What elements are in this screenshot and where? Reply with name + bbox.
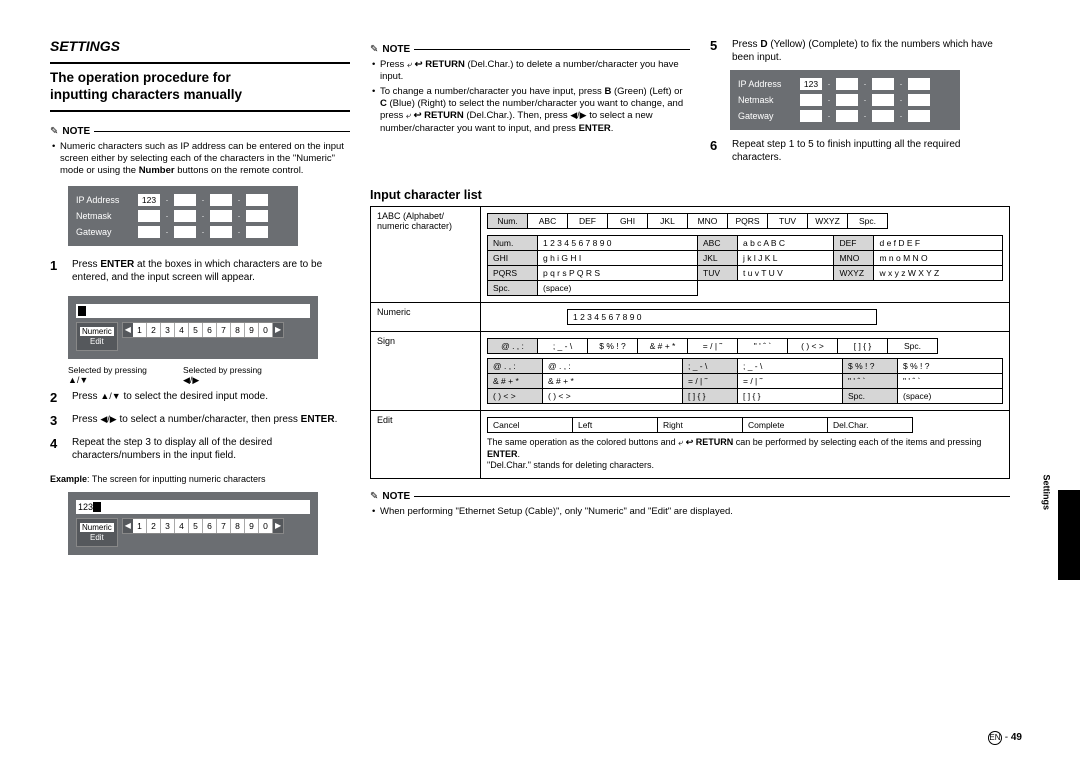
note-list-1: Numeric characters such as IP address ca… xyxy=(50,141,350,180)
sign-header-table: @ . , : ; _ - \ $ % ! ? & # + * = / | ˜ … xyxy=(487,338,938,354)
step-1-num: 1 xyxy=(50,258,64,284)
step-2-text: Press ▲/▼ to select the desired input mo… xyxy=(72,390,350,407)
step-6-text: Repeat step 1 to 5 to finish inputting a… xyxy=(732,138,1010,164)
gateway-label: Gateway xyxy=(76,227,134,237)
t9-header-table: Num. ABC DEF GHI JKL MNO PQRS TUV WXYZ S… xyxy=(487,213,888,229)
numeric-panel-1: Numeric Edit ◀ 1 2 3 4 5 6 7 8 9 0 ▶ xyxy=(68,296,318,359)
page-number: EN - 49 xyxy=(988,731,1022,745)
step-5-num: 5 xyxy=(710,38,724,64)
numeric-row-table: 1 2 3 4 5 6 7 8 9 0 xyxy=(567,309,877,325)
mode-column: Numeric Edit xyxy=(76,322,118,351)
step-5-text: Press D (Yellow) (Complete) to fix the n… xyxy=(732,38,1010,64)
icl-row1-label: 1ABC (Alphabet/ numeric character) xyxy=(371,207,481,302)
icl-row4-label: Edit xyxy=(371,410,481,478)
mode-edit: Edit xyxy=(80,337,114,346)
step-1-text: Press ENTER at the boxes in which charac… xyxy=(72,258,350,284)
input-char-list-heading: Input character list xyxy=(370,188,1010,202)
network-box-left: IP Address 123· · · Netmask ··· Gateway … xyxy=(68,186,298,246)
icl-row3-label: Sign xyxy=(371,331,481,410)
procedure-heading-box: The operation procedure for inputting ch… xyxy=(50,62,350,112)
note-list-3: When performing "Ethernet Setup (Cable)"… xyxy=(370,506,1010,518)
note1-bold: Number xyxy=(139,165,175,176)
step-4-num: 4 xyxy=(50,436,64,462)
side-tab xyxy=(1058,490,1080,580)
ip-cell-1: 123 xyxy=(138,194,160,206)
edit-description: The same operation as the colored button… xyxy=(487,437,1003,472)
entry-value: 123 xyxy=(78,502,93,512)
step-4-text: Repeat the step 3 to display all of the … xyxy=(72,436,350,462)
mode-numeric: Numeric xyxy=(80,327,114,336)
network-box-right: IP Address 123· ·· Netmask ··· Gateway ·… xyxy=(730,70,960,130)
note-label-2: NOTE xyxy=(382,44,410,55)
panel-captions: Selected by pressing ▲/▼ Selected by pre… xyxy=(68,365,350,386)
procedure-line2: inputting characters manually xyxy=(50,87,350,104)
note-label-3: NOTE xyxy=(382,491,410,502)
note1-post: buttons on the remote control. xyxy=(175,165,304,176)
note-header-1: ✎ NOTE xyxy=(50,126,350,137)
input-character-list-table: 1ABC (Alphabet/ numeric character) Num. … xyxy=(370,206,1010,479)
note-header-3: ✎ NOTE xyxy=(370,491,1010,502)
step-6-num: 6 xyxy=(710,138,724,164)
step-3-num: 3 xyxy=(50,413,64,430)
step-2-num: 2 xyxy=(50,390,64,407)
netmask-label: Netmask xyxy=(76,211,134,221)
ip-address-label: IP Address xyxy=(76,195,134,205)
note-list-2: Press ⤶ ↩ RETURN (Del.Char.) to delete a… xyxy=(370,59,690,135)
sign-detail-table: @ . , :@ . , : ; _ - \; _ - \ $ % ! ?$ %… xyxy=(487,358,1003,404)
side-tab-label: Settings xyxy=(1042,474,1052,510)
procedure-line1: The operation procedure for xyxy=(50,70,350,87)
icl-row2-label: Numeric xyxy=(371,302,481,331)
t9-detail-table: Num.1 2 3 4 5 6 7 8 9 0 ABCa b c A B C D… xyxy=(487,235,1003,296)
numeric-panel-2: 123 Numeric Edit ◀ 1 2 3 4 5 6 7 8 9 xyxy=(68,492,318,555)
note-header-2: ✎ NOTE xyxy=(370,44,690,55)
digit-strip: ◀ 1 2 3 4 5 6 7 8 9 0 ▶ xyxy=(122,322,284,338)
note-label: NOTE xyxy=(62,126,90,137)
edit-buttons-table: Cancel Left Right Complete Del.Char. xyxy=(487,417,913,433)
example-label: Example: The screen for inputting numeri… xyxy=(50,474,350,484)
step-3-text: Press ◀/▶ to select a number/character, … xyxy=(72,413,350,430)
page-title: SETTINGS xyxy=(50,38,350,54)
